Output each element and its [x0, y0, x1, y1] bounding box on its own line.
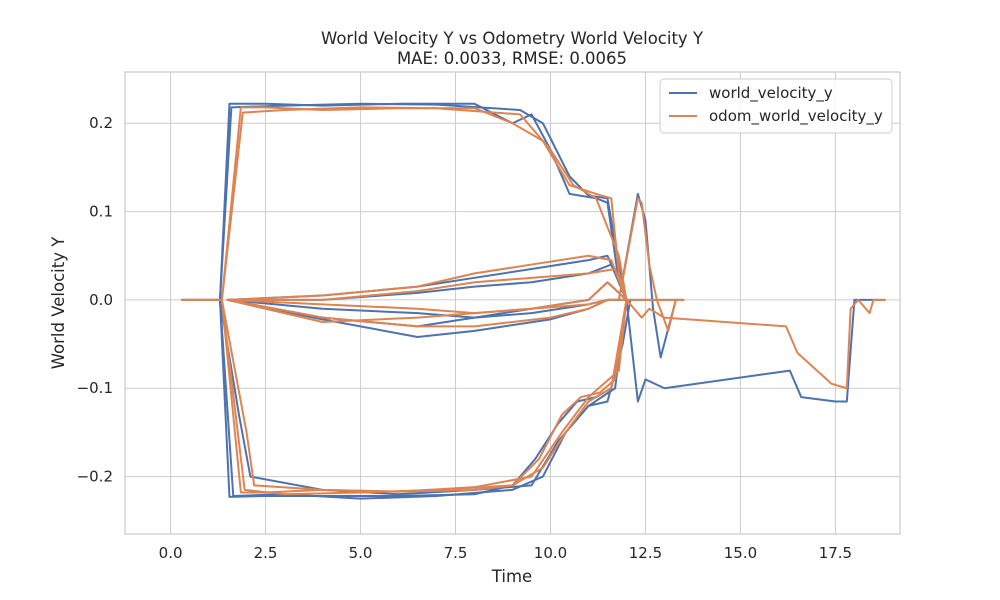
odom-world-velocity-y-line — [226, 298, 628, 315]
legend-label-world-velocity-y: world_velocity_y — [709, 84, 833, 103]
x-tick-label: 5.0 — [349, 544, 373, 562]
legend: world_velocity_y odom_world_velocity_y — [659, 78, 893, 134]
series-odom-world-velocity-y — [180, 106, 886, 496]
odom-world-velocity-y-line — [180, 298, 628, 494]
y-tick-label: 0.2 — [89, 114, 113, 132]
y-tick-label: 0.0 — [89, 291, 113, 309]
odom-world-velocity-y-line — [220, 298, 628, 496]
odom-world-velocity-y-line — [625, 298, 886, 390]
y-axis-label: World Velocity Y — [49, 236, 68, 370]
legend-box — [659, 78, 893, 134]
odom-world-velocity-y-line — [220, 298, 628, 493]
chart-title: World Velocity Y vs Odometry World Veloc… — [321, 29, 704, 48]
plot-frame — [124, 71, 901, 535]
x-tick-label: 15.0 — [724, 544, 757, 562]
odom-world-velocity-y-line — [220, 106, 628, 301]
y-tick-label: −0.1 — [77, 379, 113, 397]
y-tick-label: −0.2 — [77, 468, 113, 486]
odom-world-velocity-y-line — [226, 254, 628, 301]
odom-world-velocity-y-line — [180, 106, 628, 301]
x-tick-label: 0.0 — [159, 544, 183, 562]
odom-world-velocity-y-line — [617, 197, 677, 332]
x-tick-label: 2.5 — [254, 544, 278, 562]
world-velocity-y-line — [625, 298, 886, 403]
x-tick-label: 12.5 — [629, 544, 662, 562]
odom-world-velocity-y-line — [226, 267, 628, 301]
series-layer — [180, 102, 886, 500]
tick-labels: 0.0 2.5 5.0 7.5 10.0 12.5 15.0 17.5 0.2 0.1 0.0 −0.… — [77, 114, 853, 562]
world-velocity-y-line — [218, 102, 628, 301]
legend-label-odom-world-velocity-y: odom_world_velocity_y — [709, 107, 883, 126]
x-tick-label: 17.5 — [819, 544, 852, 562]
x-tick-label: 7.5 — [444, 544, 468, 562]
y-tick-label: 0.1 — [89, 203, 113, 221]
chart-subtitle: MAE: 0.0033, RMSE: 0.0065 — [397, 49, 627, 68]
x-tick-label: 10.0 — [534, 544, 567, 562]
x-axis-label: Time — [491, 567, 532, 586]
